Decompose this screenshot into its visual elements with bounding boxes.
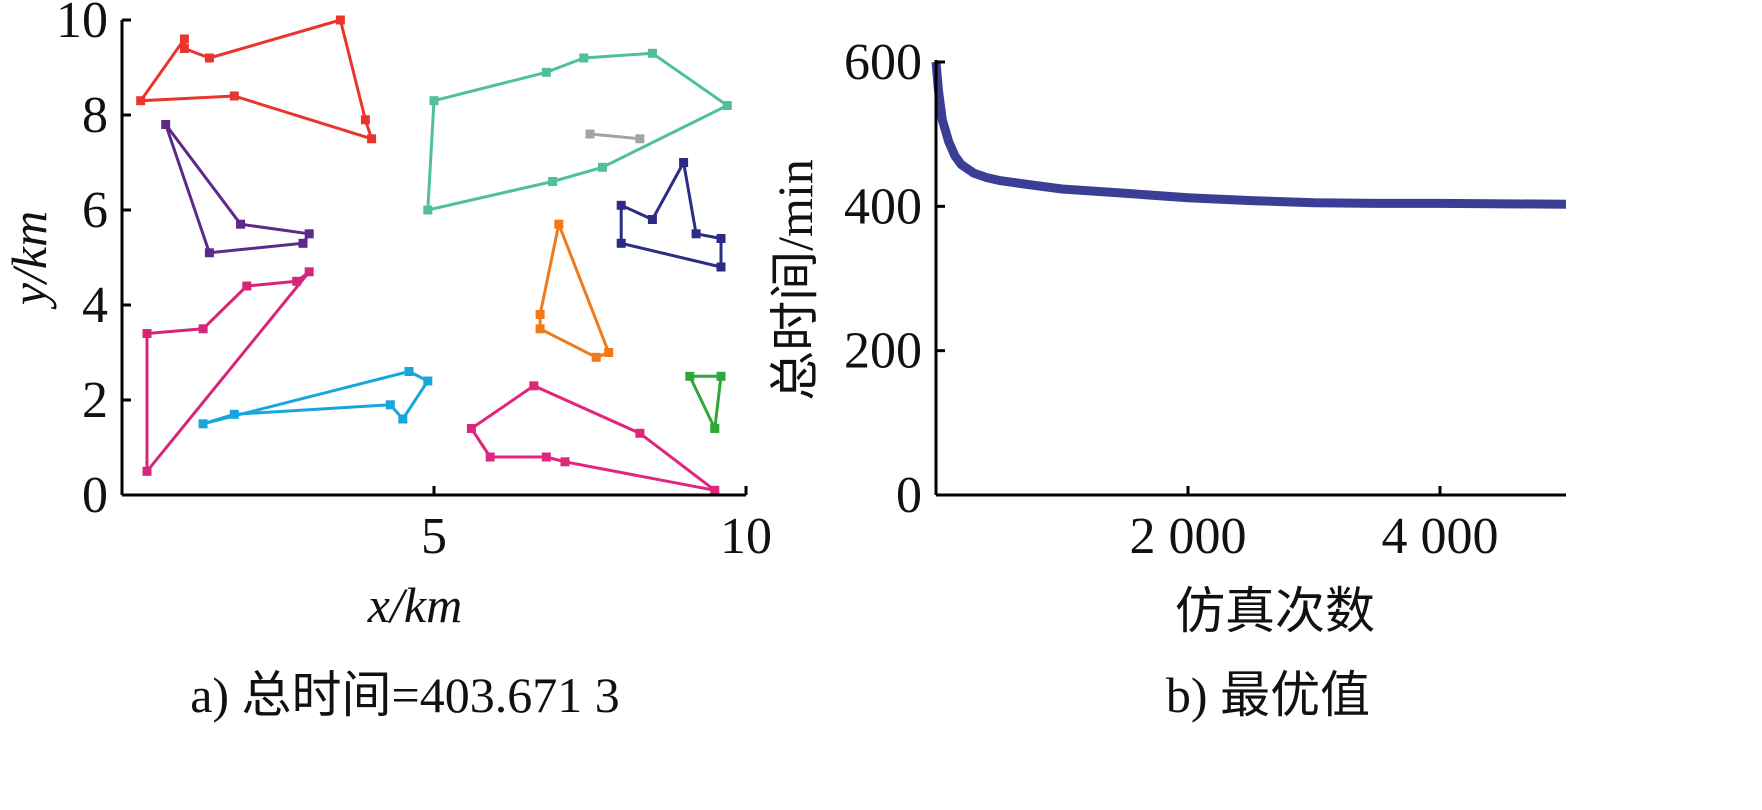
route-8-point — [604, 348, 614, 357]
panel-b-caption: b) 最优值 — [1166, 667, 1370, 723]
x-tick-label: 2 000 — [1130, 508, 1247, 565]
route-1-point — [360, 115, 370, 125]
route-2-point — [204, 248, 214, 258]
panel-b-ylabel: 总时间/min — [767, 159, 823, 401]
route-10 — [470, 384, 717, 492]
panel-b-axes — [934, 60, 1566, 497]
route-4-point — [404, 367, 414, 376]
route-10-point — [485, 452, 495, 462]
route-3-point — [304, 267, 314, 277]
x-tick-label: 5 — [421, 508, 447, 565]
route-2-point — [298, 238, 308, 248]
route-5-point — [541, 67, 551, 77]
y-tick-label: 600 — [844, 34, 922, 91]
route-7-point — [716, 234, 726, 243]
route-10-point — [466, 424, 476, 433]
route-9-point — [685, 371, 695, 381]
y-tick-label: 200 — [844, 323, 922, 380]
route-5-point — [647, 48, 657, 58]
route-8-point — [535, 310, 545, 319]
y-tick-label: 6 — [82, 182, 108, 239]
route-lines — [136, 15, 732, 495]
route-5-point — [548, 177, 558, 186]
route-2-point — [161, 120, 171, 129]
x-tick-label: 4 000 — [1382, 508, 1499, 565]
route-8-point — [591, 352, 601, 362]
best-value-line — [931, 61, 1567, 209]
route-3-point — [292, 276, 302, 286]
route-3-point — [242, 281, 252, 291]
route-7-point — [691, 229, 701, 239]
route-1-point — [179, 44, 189, 53]
y-tick-label: 400 — [844, 178, 922, 235]
panel-a-route-map: 0 2 4 6 8 10 5 10 x/km y/km a) 总时间=403.671 3 — [1, 0, 772, 723]
route-10-point — [635, 428, 645, 438]
route-6-point — [585, 129, 595, 139]
route-2-point — [304, 229, 314, 239]
route-4-point — [398, 414, 408, 424]
route-1 — [139, 18, 374, 141]
route-10-point — [710, 485, 720, 495]
route-5-point — [722, 101, 732, 110]
route-1-point — [367, 134, 377, 144]
route-7-point — [716, 262, 726, 272]
panel-a-caption: a) 总时间=403.671 3 — [190, 667, 620, 723]
x-tick-label: 10 — [720, 508, 772, 565]
route-7-point — [647, 215, 657, 224]
route-3-point — [142, 329, 152, 338]
route-1-point — [179, 34, 189, 44]
route-10-point — [529, 381, 539, 391]
y-tick-label: 4 — [82, 277, 108, 334]
route-9-point — [710, 424, 720, 433]
route-2 — [164, 123, 311, 255]
y-tick-label: 10 — [56, 0, 108, 49]
route-8-point — [535, 324, 545, 334]
panel-b-tick-labels: 0 200 400 600 2 000 4 000 — [844, 34, 1499, 565]
route-3-point — [142, 466, 152, 476]
panel-b-best-value: 0 200 400 600 2 000 4 000 仿真次数 总时间/min b) 最优值 — [767, 34, 1567, 723]
route-1-point — [204, 53, 214, 63]
route-7-point — [679, 158, 689, 167]
panel-a-ylabel: y/km — [1, 211, 57, 310]
route-4-point — [385, 400, 395, 410]
route-7 — [619, 161, 723, 269]
route-1-point — [335, 15, 345, 25]
route-10-point — [560, 457, 570, 467]
route-5-point — [423, 205, 433, 215]
route-8-point — [554, 219, 564, 229]
best-value-series — [931, 61, 1567, 209]
route-3-point — [198, 324, 208, 334]
panel-a-xlabel: x/km — [367, 577, 462, 633]
route-5-point — [429, 96, 439, 106]
y-tick-label: 2 — [82, 372, 108, 429]
route-6 — [589, 132, 641, 141]
panel-a-axes — [120, 18, 748, 497]
route-4-point — [198, 419, 208, 429]
route-5-point — [598, 162, 607, 172]
route-2-point — [236, 219, 246, 229]
route-7-point — [616, 238, 626, 248]
route-8 — [538, 223, 611, 359]
route-1-point — [229, 91, 239, 101]
route-10-point — [541, 452, 551, 462]
route-9-point — [716, 371, 726, 381]
y-tick-label: 0 — [82, 467, 108, 524]
y-tick-label: 8 — [82, 87, 108, 144]
route-5 — [426, 51, 729, 212]
route-1-point — [136, 96, 146, 106]
route-5-point — [579, 53, 589, 63]
panel-a-tick-labels: 0 2 4 6 8 10 5 10 — [56, 0, 772, 565]
route-7-point — [616, 200, 626, 210]
route-4-point — [423, 376, 433, 386]
route-3 — [145, 270, 311, 473]
panel-b-xlabel: 仿真次数 — [1175, 583, 1375, 639]
route-9 — [688, 374, 723, 430]
route-4-point — [229, 409, 239, 419]
y-tick-label: 0 — [896, 467, 922, 524]
route-6-point — [635, 134, 645, 144]
